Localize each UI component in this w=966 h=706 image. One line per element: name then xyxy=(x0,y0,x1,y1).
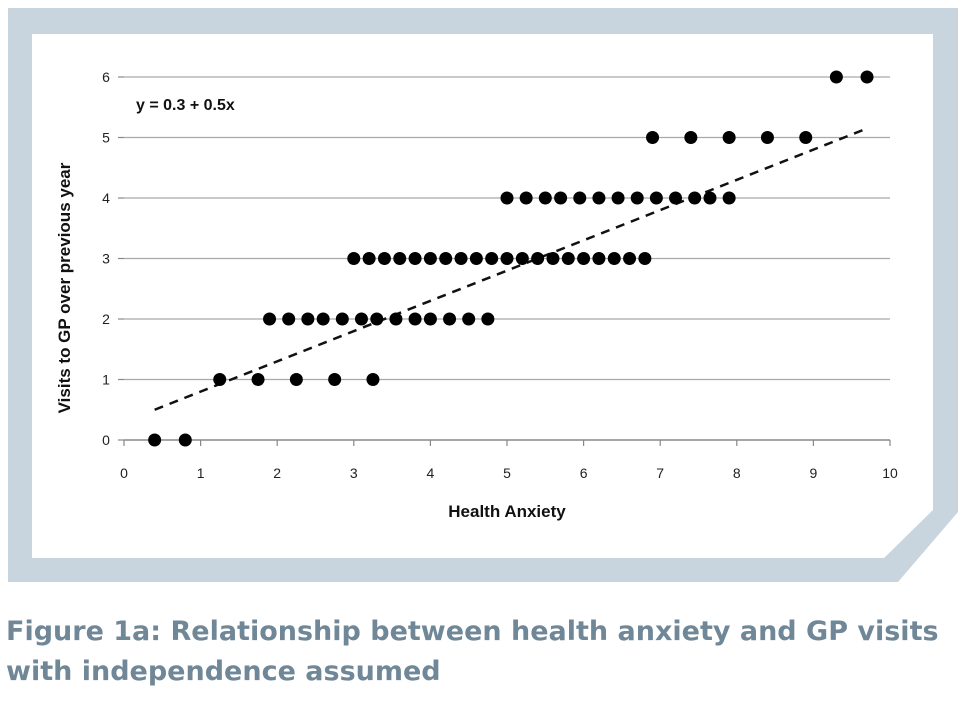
data-point-12 xyxy=(335,312,349,326)
data-points xyxy=(148,70,874,447)
x-tick-label-3: 3 xyxy=(350,465,358,481)
data-point-46 xyxy=(592,191,606,205)
data-point-28 xyxy=(454,252,468,265)
x-tick-label-4: 4 xyxy=(427,465,435,481)
data-point-38 xyxy=(607,252,621,265)
data-point-48 xyxy=(630,191,644,205)
data-point-1 xyxy=(148,433,162,447)
y-tick-label-3: 3 xyxy=(102,251,110,267)
y-tick-label-2: 2 xyxy=(102,311,110,327)
chart-background xyxy=(32,34,933,558)
data-point-54 xyxy=(646,131,660,144)
data-point-37 xyxy=(592,252,606,265)
y-tick-label-5: 5 xyxy=(102,130,110,146)
data-point-36 xyxy=(577,252,591,265)
data-point-6 xyxy=(328,373,342,386)
x-tick-label-8: 8 xyxy=(733,465,741,481)
data-point-56 xyxy=(722,131,736,144)
data-point-24 xyxy=(393,252,407,265)
x-tick-label-2: 2 xyxy=(273,465,281,481)
data-point-43 xyxy=(538,191,552,205)
data-point-31 xyxy=(500,252,514,265)
data-point-9 xyxy=(282,312,296,326)
data-point-50 xyxy=(669,191,683,205)
data-point-49 xyxy=(649,191,663,205)
data-point-29 xyxy=(469,252,483,265)
data-point-22 xyxy=(362,252,376,265)
data-point-18 xyxy=(443,312,457,326)
data-point-3 xyxy=(213,373,227,386)
data-point-52 xyxy=(703,191,717,205)
tick-labels: 0 1 2 3 4 5 6 0 1 2 3 4 5 6 7 8 9 10 xyxy=(102,69,898,481)
data-point-10 xyxy=(301,312,315,326)
data-point-35 xyxy=(561,252,575,265)
axes xyxy=(118,76,891,446)
data-point-40 xyxy=(638,252,652,265)
data-point-17 xyxy=(423,312,437,326)
data-point-42 xyxy=(519,191,533,205)
data-point-39 xyxy=(623,252,637,265)
data-point-57 xyxy=(760,131,774,144)
data-point-7 xyxy=(366,373,380,386)
y-tick-label-1: 1 xyxy=(102,372,110,388)
data-point-34 xyxy=(546,252,560,265)
data-point-44 xyxy=(554,191,568,205)
data-point-59 xyxy=(829,70,843,84)
y-axis-title: Visits to GP over previous year xyxy=(55,162,74,413)
data-point-41 xyxy=(500,191,514,205)
data-point-47 xyxy=(611,191,625,205)
data-point-60 xyxy=(860,70,874,84)
figure-caption: Figure 1a: Relationship between health a… xyxy=(6,616,939,687)
data-point-8 xyxy=(263,312,277,326)
data-point-15 xyxy=(389,312,403,326)
data-point-58 xyxy=(799,131,813,144)
data-point-53 xyxy=(722,191,736,205)
data-point-27 xyxy=(439,252,453,265)
x-tick-label-7: 7 xyxy=(656,465,664,481)
x-tick-label-1: 1 xyxy=(197,465,205,481)
data-point-19 xyxy=(462,312,476,326)
chart-frame: 0 1 2 3 4 5 6 0 1 2 3 4 5 6 7 8 9 10 y = 0.3 + 0.5x Healt… xyxy=(8,8,958,582)
y-tick-label-6: 6 xyxy=(102,69,110,85)
data-point-33 xyxy=(531,252,545,265)
data-point-16 xyxy=(408,312,422,326)
y-tick-label-0: 0 xyxy=(102,432,110,448)
data-point-26 xyxy=(423,252,437,265)
x-tick-label-10: 10 xyxy=(882,465,898,481)
data-point-30 xyxy=(485,252,499,265)
data-point-13 xyxy=(354,312,368,326)
data-point-51 xyxy=(688,191,702,205)
scatter-chart: 0 1 2 3 4 5 6 0 1 2 3 4 5 6 7 8 9 10 y = 0.3 + 0.5x Healt… xyxy=(8,8,958,582)
x-tick-label-9: 9 xyxy=(810,465,818,481)
data-point-2 xyxy=(178,433,192,447)
data-point-5 xyxy=(289,373,303,386)
equation-annotation: y = 0.3 + 0.5x xyxy=(136,97,235,114)
y-tick-label-4: 4 xyxy=(102,190,110,206)
data-point-21 xyxy=(347,252,361,265)
data-point-4 xyxy=(251,373,265,386)
data-point-32 xyxy=(515,252,529,265)
data-point-45 xyxy=(573,191,587,205)
gridlines xyxy=(124,76,890,381)
x-tick-label-5: 5 xyxy=(503,465,511,481)
data-point-23 xyxy=(377,252,391,265)
data-point-55 xyxy=(684,131,698,144)
x-axis-title: Health Anxiety xyxy=(448,502,566,521)
data-point-20 xyxy=(481,312,495,326)
data-point-14 xyxy=(370,312,384,326)
data-point-11 xyxy=(316,312,330,326)
x-tick-label-6: 6 xyxy=(580,465,588,481)
data-point-25 xyxy=(408,252,422,265)
x-tick-label-0: 0 xyxy=(120,465,128,481)
